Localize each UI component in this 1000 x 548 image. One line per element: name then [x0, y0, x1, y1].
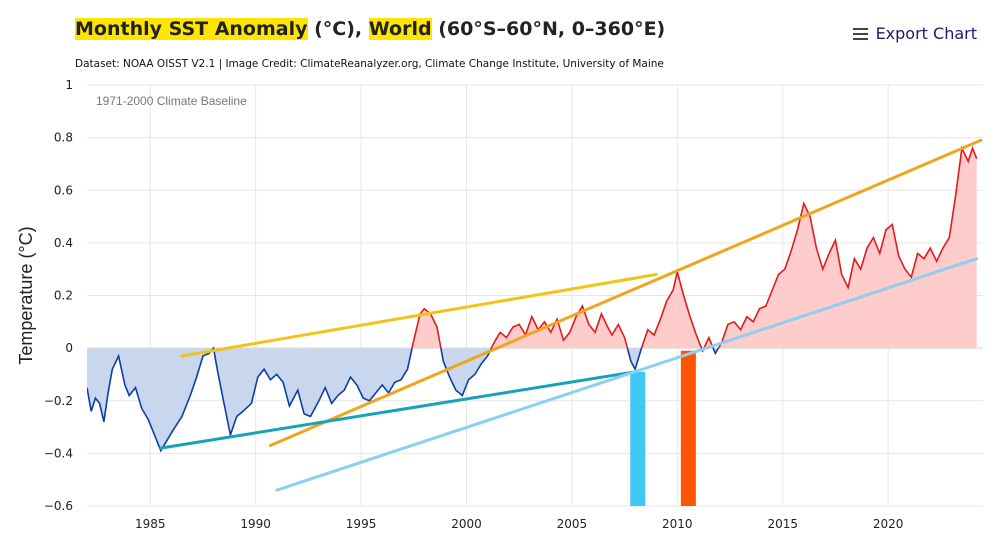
yellow-trend — [180, 272, 658, 358]
x-tick-label: 2020 — [873, 517, 904, 531]
positive-anomaly-area — [87, 148, 977, 349]
title-metric: Monthly SST Anomaly — [75, 18, 308, 40]
title-lat-range: (60°S–60°N — [431, 18, 558, 40]
x-tick-label: 2010 — [662, 517, 693, 531]
export-chart-button[interactable]: Export Chart — [852, 24, 977, 43]
x-tick-label: 2005 — [557, 517, 588, 531]
x-tick-label: 2015 — [767, 517, 798, 531]
y-tick-label: −0.6 — [44, 499, 73, 513]
chart-subtitle: Dataset: NOAA OISST V2.1 | Image Credit:… — [75, 58, 664, 70]
light-blue-trend — [275, 257, 979, 492]
y-tick-label: 0.6 — [54, 183, 73, 197]
y-tick-label: 0 — [65, 341, 73, 355]
baseline-annotation: 1971-2000 Climate Baseline — [96, 94, 247, 108]
y-axis-label: Temperature (°C) — [16, 226, 36, 364]
teal-trend — [159, 370, 637, 450]
title-region: World — [368, 18, 432, 40]
positive-anomaly-line — [212, 145, 978, 349]
negative-anomaly-line — [87, 348, 720, 453]
x-tick-label: 1990 — [240, 517, 271, 531]
title-unit: (°C), — [307, 18, 369, 40]
y-tick-label: 0.2 — [54, 289, 73, 303]
marker-2008 — [630, 371, 646, 506]
title-lon-range: , 0–360°E) — [557, 18, 666, 40]
x-tick-label: 2000 — [451, 517, 482, 531]
y-tick-label: 1 — [65, 78, 73, 92]
y-tick-label: 0.8 — [54, 131, 73, 145]
marker-2010 — [680, 350, 696, 506]
x-tick-label: 1995 — [346, 517, 377, 531]
y-tick-label: −0.2 — [44, 394, 73, 408]
y-tick-label: 0.4 — [54, 236, 73, 250]
hamburger-menu-icon — [852, 27, 868, 40]
y-tick-label: −0.4 — [44, 446, 73, 460]
x-tick-label: 1985 — [135, 517, 166, 531]
export-chart-label: Export Chart — [875, 24, 977, 43]
orange-trend — [268, 138, 983, 447]
negative-anomaly-area — [87, 348, 977, 451]
chart-title: Monthly SST Anomaly (°C), World (60°S–60… — [75, 18, 665, 40]
